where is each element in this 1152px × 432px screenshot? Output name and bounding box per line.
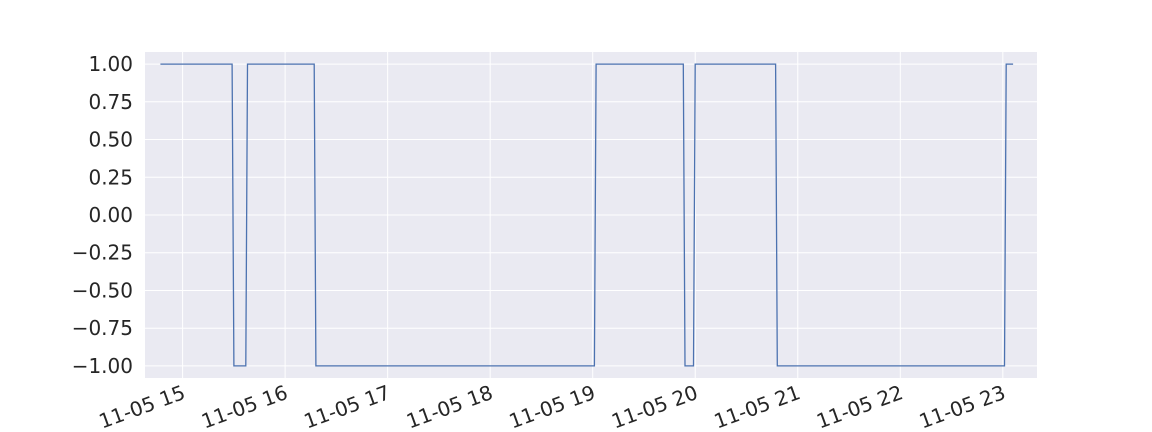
x-tick-label: 11-05 15 <box>96 380 189 432</box>
grid-lines <box>145 52 1037 378</box>
x-tick-label: 11-05 18 <box>403 380 496 432</box>
x-tick-label: 11-05 16 <box>198 380 291 432</box>
x-tick-label: 11-05 17 <box>301 380 394 432</box>
y-tick-label: 1.00 <box>88 52 133 76</box>
y-tick-label: −0.50 <box>72 278 133 302</box>
y-tick-label: 0.50 <box>88 128 133 152</box>
y-tick-label: −0.75 <box>72 316 133 340</box>
y-tick-label: 0.75 <box>88 90 133 114</box>
y-tick-label: −0.25 <box>72 241 133 265</box>
y-axis-tick-labels: 1.00 0.75 0.50 0.25 0.00 −0.25 −0.50 −0.75 −1.00 <box>72 52 133 378</box>
y-tick-label: 0.00 <box>88 203 133 227</box>
x-tick-label: 11-05 20 <box>608 380 701 432</box>
x-tick-label: 11-05 19 <box>506 380 599 432</box>
y-tick-label: 0.25 <box>88 165 133 189</box>
data-series <box>160 63 1014 367</box>
x-tick-label: 11-05 23 <box>916 380 1009 432</box>
series-line <box>160 63 1014 367</box>
y-tick-label: −1.00 <box>72 354 133 378</box>
x-tick-label: 11-05 22 <box>813 380 906 432</box>
x-axis-tick-labels: 11-05 15 11-05 16 11-05 17 11-05 18 11-05 19… <box>96 380 1009 432</box>
x-tick-label: 11-05 21 <box>711 380 804 432</box>
